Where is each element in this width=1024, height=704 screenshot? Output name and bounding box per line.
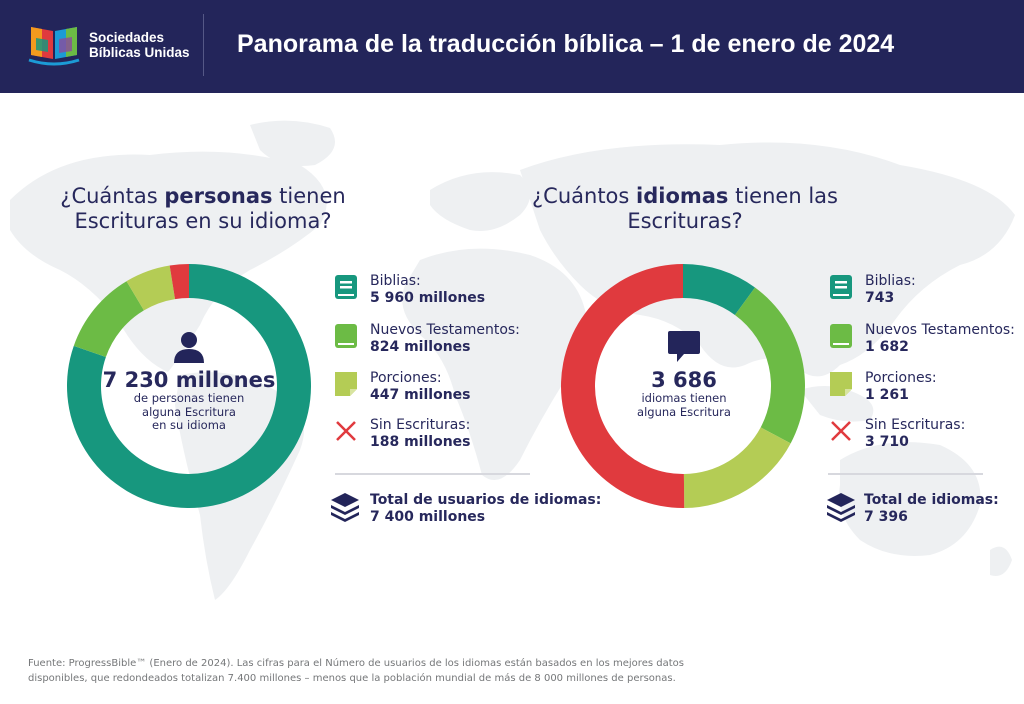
languages-donut-chart	[560, 264, 805, 508]
portion-icon	[335, 372, 357, 396]
legend-total-value: 7 400 millones	[370, 509, 486, 525]
portion-icon	[830, 372, 852, 396]
world-map-background	[10, 120, 1015, 600]
new-testament-icon	[335, 324, 357, 348]
donut-slice-nuevos-testamentos	[734, 287, 805, 444]
sociedades-biblicas-logo-icon	[28, 27, 80, 66]
legend-label: Sin Escrituras:	[370, 417, 471, 433]
donut-slice-porciones	[683, 427, 791, 508]
legend-total-value: 7 396	[864, 509, 908, 525]
people-center-sub1: de personas tienen	[133, 391, 245, 405]
legend-label: Biblias:	[865, 273, 916, 289]
people-center-sub3: en su idioma	[152, 418, 226, 432]
people-center-sub2: alguna Escritura	[142, 404, 236, 419]
logo-text: Sociedades Bíblicas Unidas	[89, 30, 190, 60]
legend-value: 447 millones	[370, 387, 471, 403]
donut-slice-nuevos-testamentos	[73, 281, 144, 358]
legend-value: 188 millones	[370, 434, 471, 450]
header-divider	[203, 14, 204, 76]
speech-bubble-icon	[668, 331, 700, 362]
person-icon	[174, 332, 204, 363]
legend-label: Biblias:	[370, 273, 421, 289]
legend-label: Sin Escrituras:	[865, 417, 966, 433]
languages-question: ¿Cuántos idiomas tienen las Escrituras?	[515, 184, 855, 234]
people-question-bold: personas	[164, 184, 273, 208]
footnote-line2: disponibles, que redondeados totalizan 7…	[28, 673, 676, 684]
legend-label: Porciones:	[865, 370, 937, 386]
x-icon	[831, 421, 851, 441]
legend-label: Nuevos Testamentos:	[370, 322, 520, 338]
languages-question-bold: idiomas	[636, 184, 729, 208]
legend-total-label: Total de usuarios de idiomas:	[370, 492, 602, 508]
people-donut-chart	[67, 264, 311, 508]
logo-line2: Bíblicas Unidas	[89, 44, 190, 60]
legend-divider	[828, 473, 983, 475]
donut-slice-sin-escrituras	[560, 264, 685, 508]
languages-question-post: tienen las Escrituras?	[627, 184, 838, 233]
languages-center-sub2: alguna Escritura	[637, 404, 731, 419]
logo-line1: Sociedades	[89, 30, 165, 45]
legend-divider	[335, 473, 530, 475]
layers-icon	[827, 493, 855, 522]
legend-label: Nuevos Testamentos:	[865, 322, 1015, 338]
legend-value: 743	[865, 290, 895, 306]
people-total-count: 7 230 millones	[102, 368, 276, 392]
legend-value: 1 261	[865, 387, 909, 403]
source-footnote: Fuente: ProgressBible™ (Enero de 2024). …	[28, 656, 688, 686]
legend-value: 1 682	[865, 339, 909, 355]
languages-center: 3 686 idiomas tienen alguna Escritura	[594, 330, 774, 419]
legend-value: 3 710	[865, 434, 909, 450]
people-question-pre: ¿Cuántas	[60, 184, 165, 208]
layers-icon	[331, 493, 359, 522]
bible-icon	[335, 275, 357, 299]
legend-value: 5 960 millones	[370, 290, 486, 306]
footnote-line1: Fuente: ProgressBible™ (Enero de 2024). …	[28, 658, 684, 669]
legend-label: Porciones:	[370, 370, 442, 386]
people-question-post: tienen Escrituras en su idioma?	[74, 184, 346, 233]
languages-question-pre: ¿Cuántos	[532, 184, 637, 208]
x-icon	[336, 421, 356, 441]
people-center: 7 230 millones de personas tienen alguna…	[99, 330, 279, 433]
legend-total-label: Total de idiomas:	[864, 492, 999, 508]
languages-total-count: 3 686	[651, 368, 717, 392]
donut-slice-porciones	[126, 265, 176, 311]
languages-center-sub1: idiomas tienen	[641, 391, 727, 405]
donut-slice-sin-escrituras	[169, 264, 189, 300]
legend-value: 824 millones	[370, 339, 471, 355]
new-testament-icon	[830, 324, 852, 348]
page-title: Panorama de la traducción bíblica – 1 de…	[237, 30, 895, 58]
header-bar: Sociedades Bíblicas Unidas Panorama de l…	[0, 0, 1024, 93]
bible-icon	[830, 275, 852, 299]
donut-slice-biblias	[683, 264, 755, 315]
people-question: ¿Cuántas personas tienen Escrituras en s…	[33, 184, 373, 234]
